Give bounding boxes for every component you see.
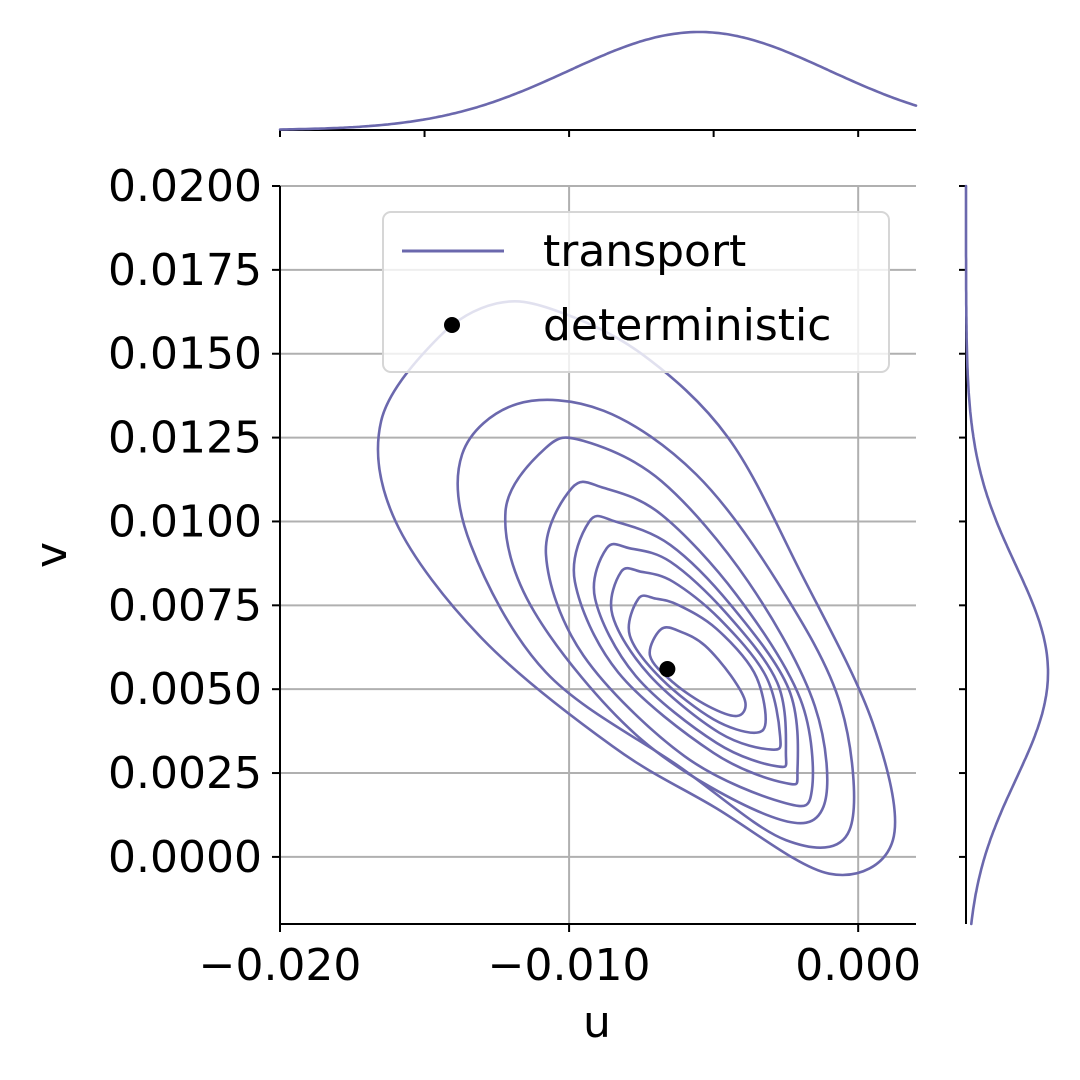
kde-contour-level-5 [572, 514, 800, 786]
y-tick-label: 0.0025 [108, 748, 262, 799]
kde-contour-level-2 [456, 398, 856, 849]
x-tick-label: 0.000 [795, 940, 921, 991]
legend-deterministic-label: deterministic [543, 300, 831, 351]
legend-frame [382, 211, 890, 373]
y-tick-label: 0.0175 [108, 245, 262, 296]
kde-contour-level-6 [592, 542, 788, 769]
kde-contour-level-8 [627, 594, 767, 735]
y-tick-label: 0.0150 [108, 329, 262, 380]
deterministic-point [659, 661, 676, 678]
y-tick-label: 0.0075 [108, 580, 262, 631]
legend-transport-label: transport [543, 226, 746, 277]
deterministic-points [659, 661, 676, 678]
kde-contour-level-9 [648, 625, 747, 718]
y-tick-label: 0.0125 [108, 413, 262, 464]
x-tick-label: −0.020 [199, 940, 362, 991]
main-axes: −0.020 −0.010 0.000 0.0000 0.0025 0.0050 0.007… [108, 161, 921, 991]
top-marginal-kde [278, 30, 918, 137]
y-axis-label: v [26, 542, 77, 568]
legend-deterministic-marker [444, 317, 460, 333]
y-tick-label: 0.0200 [108, 161, 262, 212]
x-axis-label: u [583, 997, 611, 1048]
kde-contour-level-1 [376, 300, 897, 877]
x-tick-label: −0.010 [488, 940, 651, 991]
kde-contour-level-3 [503, 436, 829, 825]
kde-contours [376, 300, 897, 877]
right-marginal-kde [959, 184, 1050, 926]
y-tick-label: 0.0000 [108, 832, 262, 883]
kde-contour-level-7 [609, 566, 782, 751]
top-marginal-curve [278, 30, 918, 131]
y-tick-label: 0.0050 [108, 664, 262, 715]
right-marginal-curve [964, 184, 1050, 926]
y-tick-label: 0.0100 [108, 496, 262, 547]
legend: transport deterministic [382, 211, 890, 373]
kde-contour-level-4 [544, 480, 815, 808]
